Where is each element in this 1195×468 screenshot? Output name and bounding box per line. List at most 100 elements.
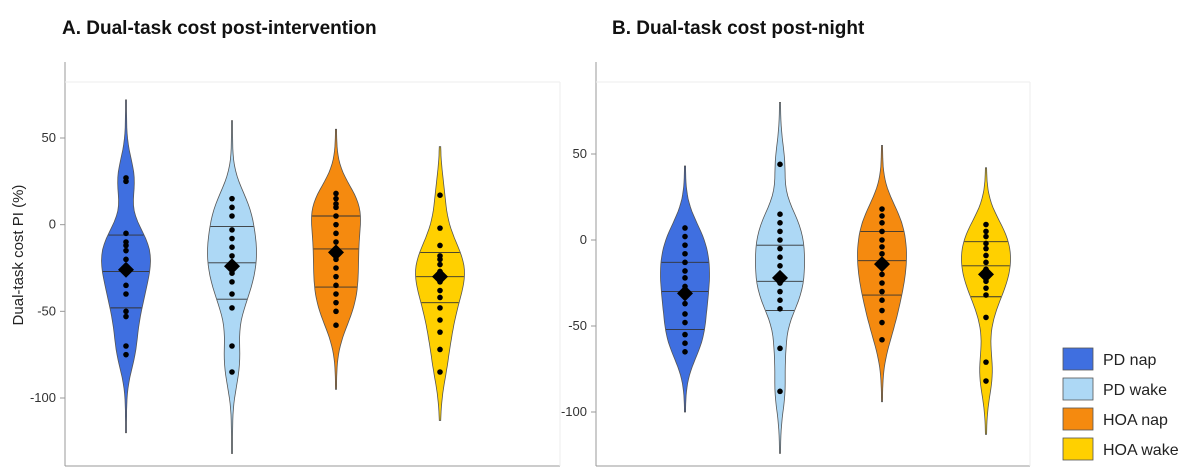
data-point xyxy=(682,233,688,240)
data-point xyxy=(879,237,885,243)
legend-label: PD wake xyxy=(1103,382,1167,399)
data-point xyxy=(333,322,339,329)
mean-marker xyxy=(874,256,890,273)
legend-label: PD nap xyxy=(1103,352,1156,369)
data-point xyxy=(682,311,688,317)
panel-a-plot: 50 0 -50 -100 xyxy=(30,62,561,467)
mean-marker xyxy=(118,261,134,278)
data-point xyxy=(229,291,235,297)
legend-swatch xyxy=(1062,347,1094,371)
data-point xyxy=(983,240,989,247)
data-point xyxy=(229,279,235,285)
y-tick-label: -100 xyxy=(561,404,587,419)
data-point xyxy=(983,252,989,259)
data-point xyxy=(437,346,443,353)
data-point xyxy=(879,288,885,295)
data-point xyxy=(682,331,688,338)
data-point xyxy=(879,228,885,235)
y-tick-label: 50 xyxy=(573,146,587,161)
data-point xyxy=(682,242,688,248)
data-point xyxy=(682,300,688,307)
data-point xyxy=(229,343,235,349)
data-point xyxy=(777,288,783,295)
data-point xyxy=(682,349,688,355)
data-point xyxy=(437,256,443,263)
y-tick-label: 50 xyxy=(42,130,56,145)
data-point xyxy=(879,206,885,212)
data-point xyxy=(777,228,783,235)
data-point xyxy=(983,285,989,291)
data-point xyxy=(983,359,989,365)
data-point xyxy=(229,253,235,259)
mean-marker xyxy=(432,268,448,285)
data-point xyxy=(123,247,129,254)
data-point xyxy=(682,225,688,231)
y-tick-label: -50 xyxy=(568,318,587,333)
data-point xyxy=(333,204,339,211)
data-point xyxy=(682,340,688,347)
data-point xyxy=(333,221,339,228)
data-point xyxy=(123,282,129,289)
data-point xyxy=(333,282,339,289)
data-point xyxy=(983,378,989,384)
panel-a-title: A. Dual-task cost post-intervention xyxy=(62,18,377,39)
data-point xyxy=(229,195,235,202)
data-point xyxy=(777,306,783,312)
y-tick-label: 0 xyxy=(580,232,587,247)
data-point xyxy=(437,317,443,323)
data-point xyxy=(777,297,783,304)
data-point xyxy=(333,239,339,245)
data-point xyxy=(123,178,129,185)
data-point xyxy=(983,228,989,235)
data-point xyxy=(983,245,989,252)
data-point xyxy=(777,263,783,269)
y-tick-label: -100 xyxy=(30,390,56,405)
data-point xyxy=(333,265,339,271)
data-point xyxy=(983,259,989,266)
data-point xyxy=(777,254,783,260)
data-point xyxy=(333,190,339,197)
data-point xyxy=(777,211,783,217)
data-point xyxy=(682,275,688,281)
legend-label: HOA nap xyxy=(1103,412,1168,429)
data-point xyxy=(123,308,129,315)
mean-marker xyxy=(677,285,693,302)
legend-swatch xyxy=(1062,437,1094,461)
data-point xyxy=(682,319,688,326)
data-point xyxy=(777,161,783,168)
data-point xyxy=(777,388,783,395)
data-point xyxy=(437,225,443,231)
data-point xyxy=(123,351,129,358)
data-point xyxy=(879,250,885,257)
data-point xyxy=(682,259,688,266)
data-point xyxy=(229,235,235,242)
data-point xyxy=(777,237,783,243)
data-point xyxy=(123,313,129,320)
mean-marker xyxy=(224,258,240,275)
data-point xyxy=(682,268,688,274)
data-point xyxy=(437,305,443,311)
data-point xyxy=(333,291,339,297)
legend-swatch xyxy=(1062,407,1094,431)
data-point xyxy=(437,192,443,198)
data-point xyxy=(333,230,339,237)
panel-b-title: B. Dual-task cost post-night xyxy=(612,18,865,39)
data-point xyxy=(229,369,235,375)
data-point xyxy=(123,230,129,237)
legend: PD nap PD wake HOA nap HOA wake xyxy=(1062,347,1179,461)
data-point xyxy=(983,292,989,298)
data-point xyxy=(229,305,235,311)
data-point xyxy=(879,271,885,278)
y-axis-label: Dual-task cost PI (%) xyxy=(10,185,27,326)
data-point xyxy=(777,220,783,226)
data-point xyxy=(333,273,339,280)
data-point xyxy=(123,256,129,263)
data-point xyxy=(437,329,443,335)
data-point xyxy=(879,280,885,286)
data-point xyxy=(229,213,235,219)
data-point xyxy=(879,336,885,343)
data-point xyxy=(879,319,885,326)
mean-marker xyxy=(978,266,994,283)
data-point xyxy=(437,261,443,268)
